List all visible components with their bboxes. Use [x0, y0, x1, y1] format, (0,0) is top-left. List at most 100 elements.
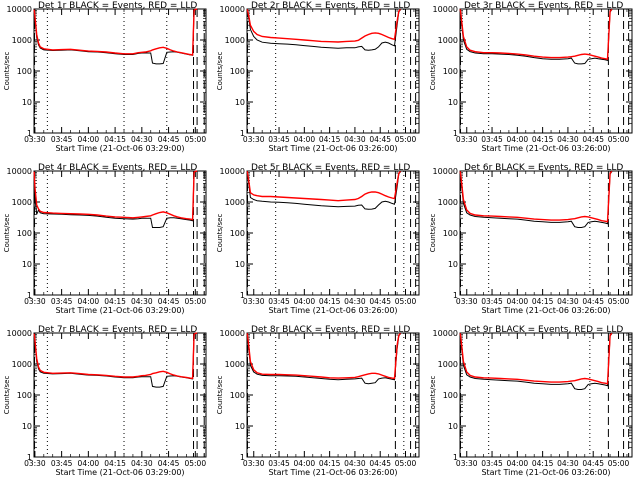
y-tick-label: 10000	[433, 5, 458, 14]
y-axis-label: Counts/sec	[429, 376, 437, 415]
y-axis-label: Counts/sec	[3, 52, 11, 91]
detector-panel-2: Det 2r BLACK = Events, RED = LLD 1 10 100 10…	[216, 1, 420, 153]
x-tick-label: 04:15	[532, 459, 554, 468]
y-tick-label: 1000	[225, 36, 245, 45]
x-axis-label: Start Time (21-Oct-06 03:26:00)	[268, 306, 397, 315]
x-tick-label: 04:00	[78, 135, 100, 144]
x-tick-label: 03:30	[243, 459, 265, 468]
y-tick-label: 1	[240, 291, 245, 300]
x-tick-label: 04:30	[131, 459, 153, 468]
y-tick-label: 1	[240, 129, 245, 138]
y-axis-label: Counts/sec	[429, 52, 437, 91]
events-series-line	[33, 8, 198, 65]
x-tick-label: 04:15	[319, 135, 341, 144]
plot-frame	[33, 8, 207, 134]
panel-title: Det 7r BLACK = Events, RED = LLD	[38, 325, 197, 335]
x-tick-label: 04:00	[507, 135, 529, 144]
y-tick-label: 10000	[220, 167, 245, 176]
x-tick-label: 03:45	[268, 459, 290, 468]
plot-frame	[33, 170, 207, 296]
x-tick-label: 04:15	[532, 297, 554, 306]
x-tick-label: 04:45	[369, 459, 391, 468]
detector-panel-3: Det 3r BLACK = Events, RED = LLD 1 10 100 10…	[429, 1, 633, 153]
x-tick-label: 05:00	[395, 297, 417, 306]
y-tick-label: 100	[230, 229, 245, 238]
x-tick-label: 04:30	[344, 297, 366, 306]
x-axis-label: Start Time (21-Oct-06 03:29:00)	[55, 306, 184, 315]
events-series-line	[33, 332, 198, 388]
x-tick-label: 04:45	[582, 297, 604, 306]
detector-panel-8: Det 8r BLACK = Events, RED = LLD 1 10 100 10…	[216, 325, 420, 477]
y-tick-label: 1000	[12, 360, 32, 369]
x-tick-label: 03:45	[268, 297, 290, 306]
y-tick-label: 10000	[433, 167, 458, 176]
x-axis-label: Start Time (21-Oct-06 03:26:00)	[481, 306, 610, 315]
y-tick-label: 1	[453, 291, 458, 300]
events-series-line	[33, 170, 198, 228]
y-tick-label: 1000	[438, 198, 458, 207]
y-tick-label: 10	[235, 260, 245, 269]
y-tick-label: 10	[235, 422, 245, 431]
x-tick-label: 04:00	[78, 459, 100, 468]
y-tick-label: 100	[443, 391, 458, 400]
y-tick-label: 10	[448, 260, 458, 269]
x-tick-label: 04:30	[131, 135, 153, 144]
x-tick-label: 04:00	[78, 297, 100, 306]
x-tick-label: 05:00	[608, 459, 630, 468]
x-tick-label: 04:30	[557, 135, 579, 144]
x-tick-label: 03:30	[456, 459, 478, 468]
x-tick-label: 04:30	[557, 297, 579, 306]
events-series-line	[459, 9, 613, 65]
x-tick-label: 04:45	[158, 135, 180, 144]
plot-frame	[33, 332, 207, 458]
y-tick-label: 100	[17, 391, 32, 400]
x-axis-label: Start Time (21-Oct-06 03:26:00)	[268, 468, 397, 477]
x-tick-label: 04:45	[582, 135, 604, 144]
detector-panel-6: Det 6r BLACK = Events, RED = LLD 1 10 100 10…	[429, 163, 633, 315]
x-tick-label: 04:30	[344, 459, 366, 468]
panel-title: Det 8r BLACK = Events, RED = LLD	[251, 325, 410, 335]
x-tick-label: 04:45	[582, 459, 604, 468]
detector-panel-4: Det 4r BLACK = Events, RED = LLD 1 10 100 10…	[3, 163, 207, 315]
x-tick-label: 05:00	[184, 459, 206, 468]
y-tick-label: 100	[17, 229, 32, 238]
plot-frame	[459, 332, 633, 458]
lld-series-line	[459, 170, 613, 223]
y-tick-label: 1	[240, 453, 245, 462]
y-tick-label: 1000	[225, 360, 245, 369]
x-tick-label: 04:45	[369, 135, 391, 144]
y-axis-label: Counts/sec	[216, 376, 224, 415]
y-tick-label: 100	[230, 67, 245, 76]
y-axis-label: Counts/sec	[3, 214, 11, 253]
y-tick-label: 100	[17, 67, 32, 76]
x-tick-label: 05:00	[184, 297, 206, 306]
x-tick-label: 05:00	[184, 135, 206, 144]
panel-title: Det 1r BLACK = Events, RED = LLD	[38, 1, 197, 11]
x-tick-label: 03:30	[24, 297, 46, 306]
y-tick-label: 10	[22, 98, 32, 107]
detector-panel-1: Det 1r BLACK = Events, RED = LLD 1 10 100 10…	[3, 1, 207, 153]
y-tick-label: 1000	[12, 36, 32, 45]
x-axis-label: Start Time (21-Oct-06 03:26:00)	[481, 144, 610, 153]
x-tick-label: 04:15	[532, 135, 554, 144]
x-tick-label: 04:45	[158, 459, 180, 468]
x-tick-label: 03:30	[24, 459, 46, 468]
y-axis-label: Counts/sec	[216, 52, 224, 91]
y-tick-label: 1	[27, 129, 32, 138]
panel-title: Det 2r BLACK = Events, RED = LLD	[251, 1, 410, 11]
x-tick-label: 03:30	[456, 135, 478, 144]
panel-title: Det 6r BLACK = Events, RED = LLD	[464, 163, 623, 173]
y-tick-label: 10	[22, 422, 32, 431]
x-tick-label: 03:45	[51, 135, 73, 144]
y-tick-label: 10	[448, 98, 458, 107]
lld-series-line	[33, 8, 198, 56]
y-tick-label: 1	[453, 453, 458, 462]
lld-series-line	[246, 8, 402, 43]
detector-panel-9: Det 9r BLACK = Events, RED = LLD 1 10 100 10…	[429, 325, 633, 477]
x-tick-label: 04:45	[158, 297, 180, 306]
x-tick-label: 04:00	[294, 459, 316, 468]
y-tick-label: 1000	[12, 198, 32, 207]
x-tick-label: 03:30	[243, 135, 265, 144]
plot-frame	[246, 332, 420, 458]
